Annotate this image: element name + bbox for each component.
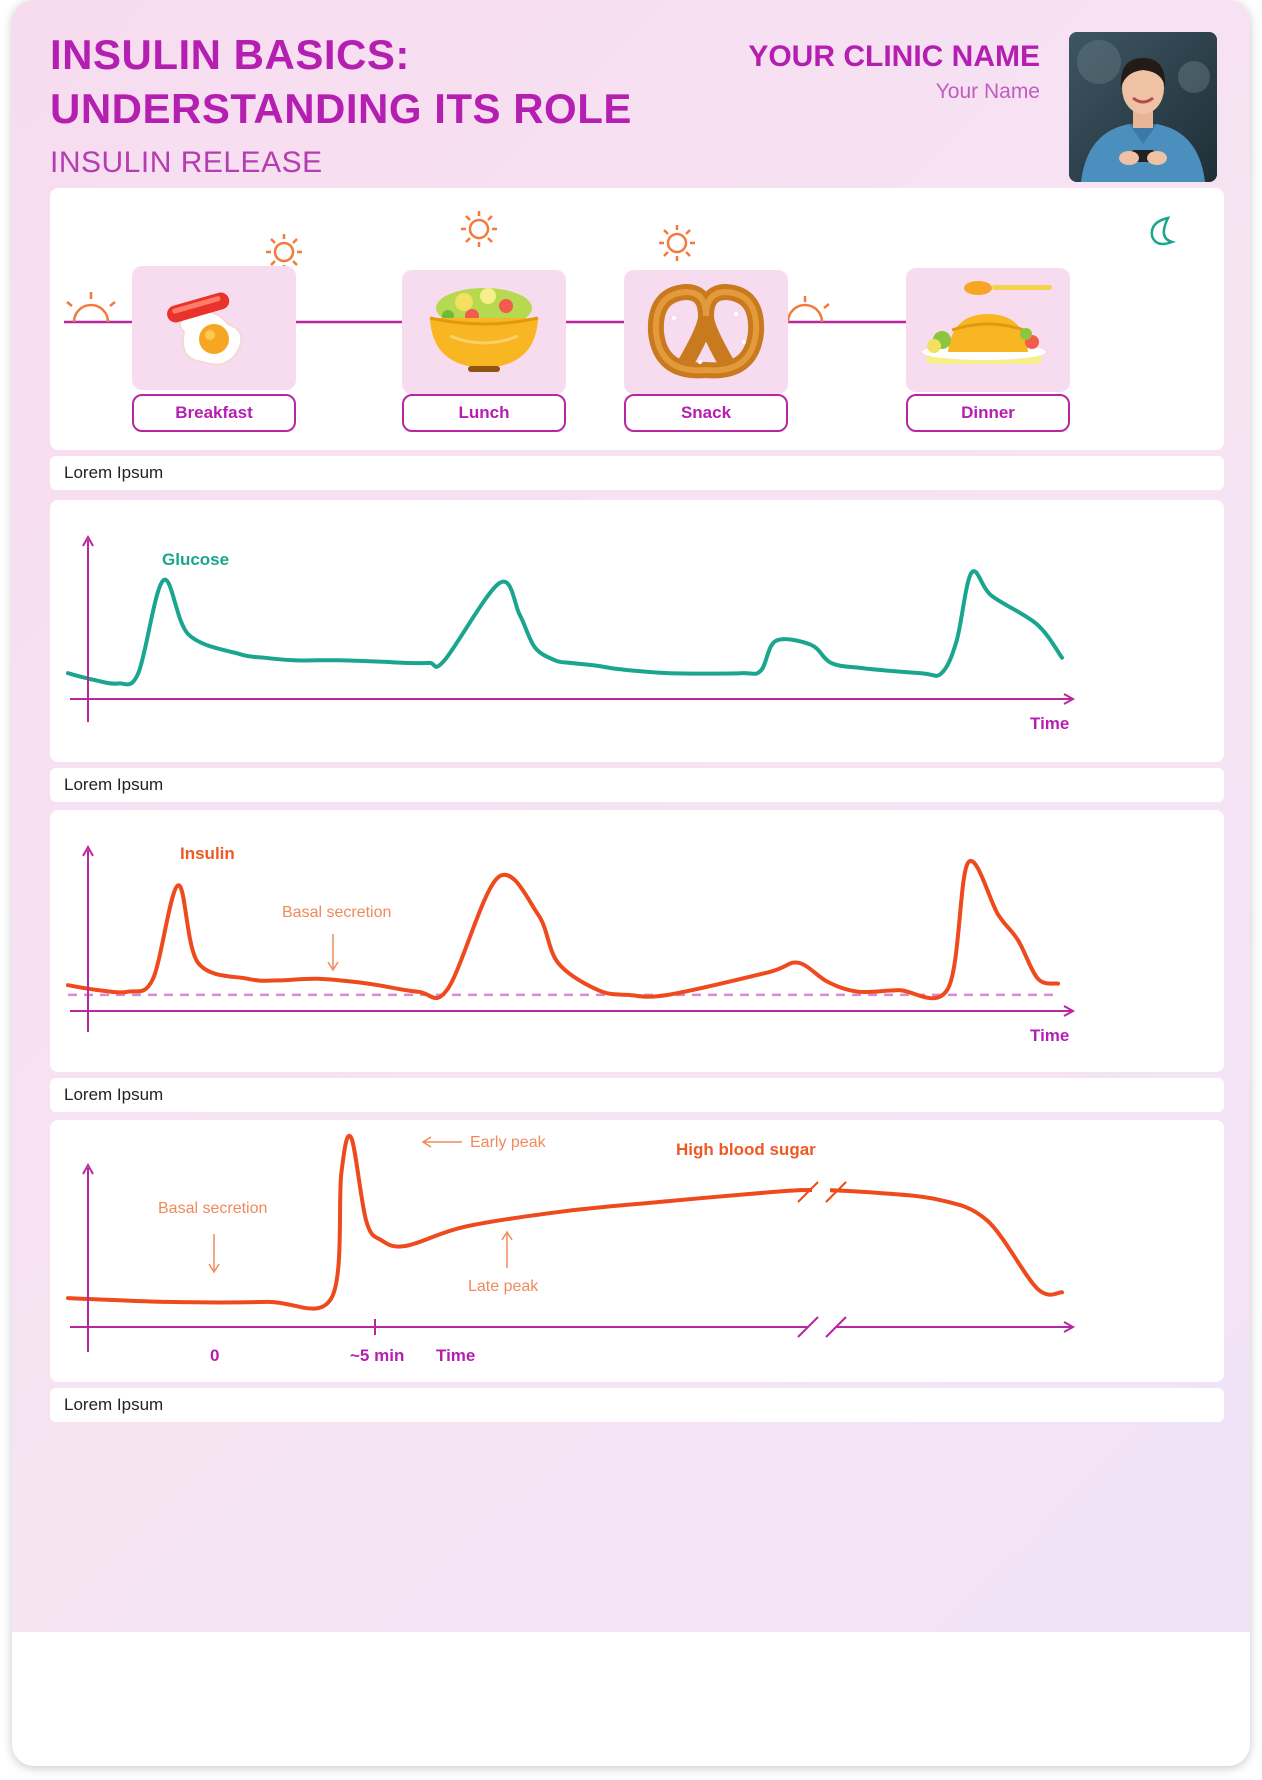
meal-card-lunch	[402, 270, 566, 394]
meal-label-snack: Snack	[624, 394, 788, 432]
insulin-response-chart	[66, 1133, 1076, 1352]
x-axis-arrowhead	[1063, 1321, 1076, 1333]
sunset-icon	[780, 296, 830, 323]
meal-label-breakfast: Breakfast	[132, 394, 296, 432]
early-peak-label: Early peak	[470, 1134, 546, 1151]
salad-bowl-icon	[429, 288, 539, 372]
curve-break-mark	[825, 1181, 847, 1203]
curve-break-mark	[797, 1181, 819, 1203]
late-peak-label: Late peak	[468, 1278, 539, 1295]
glucose-line	[66, 569, 1064, 687]
taco-plate-icon	[922, 281, 1052, 364]
clinic-name: YOUR CLINIC NAME	[748, 40, 1040, 73]
poster-background: INSULIN BASICS: UNDERSTANDING ITS ROLE I…	[12, 0, 1250, 1632]
x-axis-arrowhead	[1063, 693, 1076, 705]
y-axis-arrowhead	[82, 844, 94, 857]
profile-photo	[1069, 32, 1217, 182]
page-subtitle: INSULIN RELEASE	[50, 146, 323, 179]
meal-label-lunch: Lunch	[402, 394, 566, 432]
fried-egg-sausage-icon	[167, 292, 243, 366]
x-tick-label-5min: ~5 min	[350, 1346, 405, 1365]
y-axis-arrowhead	[82, 1162, 94, 1175]
caption-insulin: Lorem Ipsum	[50, 1078, 1224, 1112]
glucose-chart	[66, 534, 1076, 722]
x-axis-break-mark	[825, 1316, 847, 1338]
insulin-line	[66, 1133, 1064, 1311]
meal-card-dinner	[906, 268, 1070, 392]
sun-icon-afternoon	[659, 225, 695, 261]
glucose-series-label: Glucose	[162, 550, 230, 569]
title-line-1: INSULIN BASICS:	[50, 31, 410, 78]
meal-card-snack	[624, 270, 788, 394]
basal-secretion-label: Basal secretion	[158, 1200, 268, 1217]
meal-label-dinner: Dinner	[906, 394, 1070, 432]
insulin-chart-panel: Insulin Basal secretion Time	[50, 810, 1224, 1072]
moon-icon	[1150, 216, 1176, 246]
insulin-chart	[66, 844, 1076, 1032]
curve-break-gap	[812, 1175, 830, 1215]
basal-arrowhead	[327, 961, 339, 972]
early-peak-arrowhead	[421, 1136, 432, 1148]
meal-card-breakfast	[132, 266, 296, 390]
late-peak-arrowhead	[501, 1230, 513, 1241]
title-line-2: UNDERSTANDING ITS ROLE	[50, 85, 632, 132]
person-name: Your Name	[935, 80, 1040, 103]
sun-icon-noon	[461, 211, 497, 247]
x-tick-label-0: 0	[210, 1346, 220, 1365]
basal-secretion-label: Basal secretion	[282, 904, 392, 921]
x-axis-label: Time	[436, 1346, 476, 1365]
glucose-chart-panel: Glucose Time	[50, 500, 1224, 762]
sun-icon-morning	[266, 234, 302, 270]
x-axis-break-mark	[797, 1316, 819, 1338]
y-axis-arrowhead	[82, 534, 94, 547]
high-blood-sugar-label: High blood sugar	[676, 1140, 816, 1159]
page-title: INSULIN BASICS: UNDERSTANDING ITS ROLE	[50, 28, 632, 136]
pretzel-icon	[647, 284, 765, 379]
sunrise-icon	[66, 292, 116, 323]
poster-sheet: INSULIN BASICS: UNDERSTANDING ITS ROLE I…	[12, 0, 1250, 1766]
insulin-series-label: Insulin	[180, 844, 235, 863]
insulin-response-chart-panel: Early peak Late peak High blood sugar Ba…	[50, 1120, 1224, 1382]
x-axis-arrowhead	[1063, 1005, 1076, 1017]
glucose-x-axis-label: Time	[1030, 714, 1070, 733]
caption-glucose: Lorem Ipsum	[50, 768, 1224, 802]
insulin-x-axis-label: Time	[1030, 1026, 1070, 1045]
caption-response: Lorem Ipsum	[50, 1388, 1224, 1422]
caption-meals: Lorem Ipsum	[50, 456, 1224, 490]
basal-arrowhead	[208, 1263, 220, 1274]
insulin-line	[66, 858, 1060, 1001]
meal-timeline-panel: Breakfast Lunch	[50, 188, 1224, 450]
